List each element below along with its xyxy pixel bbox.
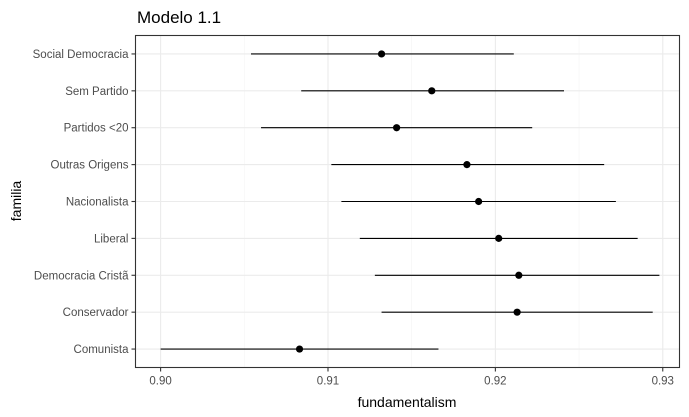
estimate-point — [463, 161, 471, 169]
estimate-point — [428, 87, 436, 95]
y-tick-label: Outras Origens — [51, 160, 129, 172]
x-tick-label: 0.92 — [484, 376, 506, 388]
x-tick-label: 0.93 — [652, 376, 674, 388]
estimate-point — [393, 124, 401, 132]
x-axis-title: fundamentalism — [358, 394, 457, 410]
x-tick-label: 0.91 — [317, 376, 339, 388]
y-tick-label: Democracia Cristã — [34, 270, 129, 282]
estimate-point — [377, 50, 386, 58]
axes: 0.90 0.91 0.92 0.93 Comunista Conservador Demo… — [33, 49, 674, 388]
y-tick-label: Conservador — [63, 307, 129, 319]
chart-title: Modelo 1.1 — [137, 8, 221, 27]
estimate-point — [495, 234, 503, 242]
y-tick-label: Comunista — [74, 344, 130, 356]
y-tick-label: Social Democracia — [33, 49, 129, 61]
x-tick-label: 0.90 — [149, 376, 171, 388]
y-tick-label: Sem Partido — [65, 86, 128, 98]
estimate-point — [515, 271, 523, 279]
estimate-point — [295, 345, 304, 353]
y-tick-label: Nacionalista — [66, 197, 129, 209]
y-tick-label: Liberal — [94, 233, 129, 245]
estimate-point — [475, 197, 483, 206]
y-tick-label: Partidos <20 — [64, 123, 129, 135]
plot-marks — [160, 50, 660, 353]
estimate-point — [513, 308, 521, 316]
y-axis-title: familia — [8, 181, 24, 222]
